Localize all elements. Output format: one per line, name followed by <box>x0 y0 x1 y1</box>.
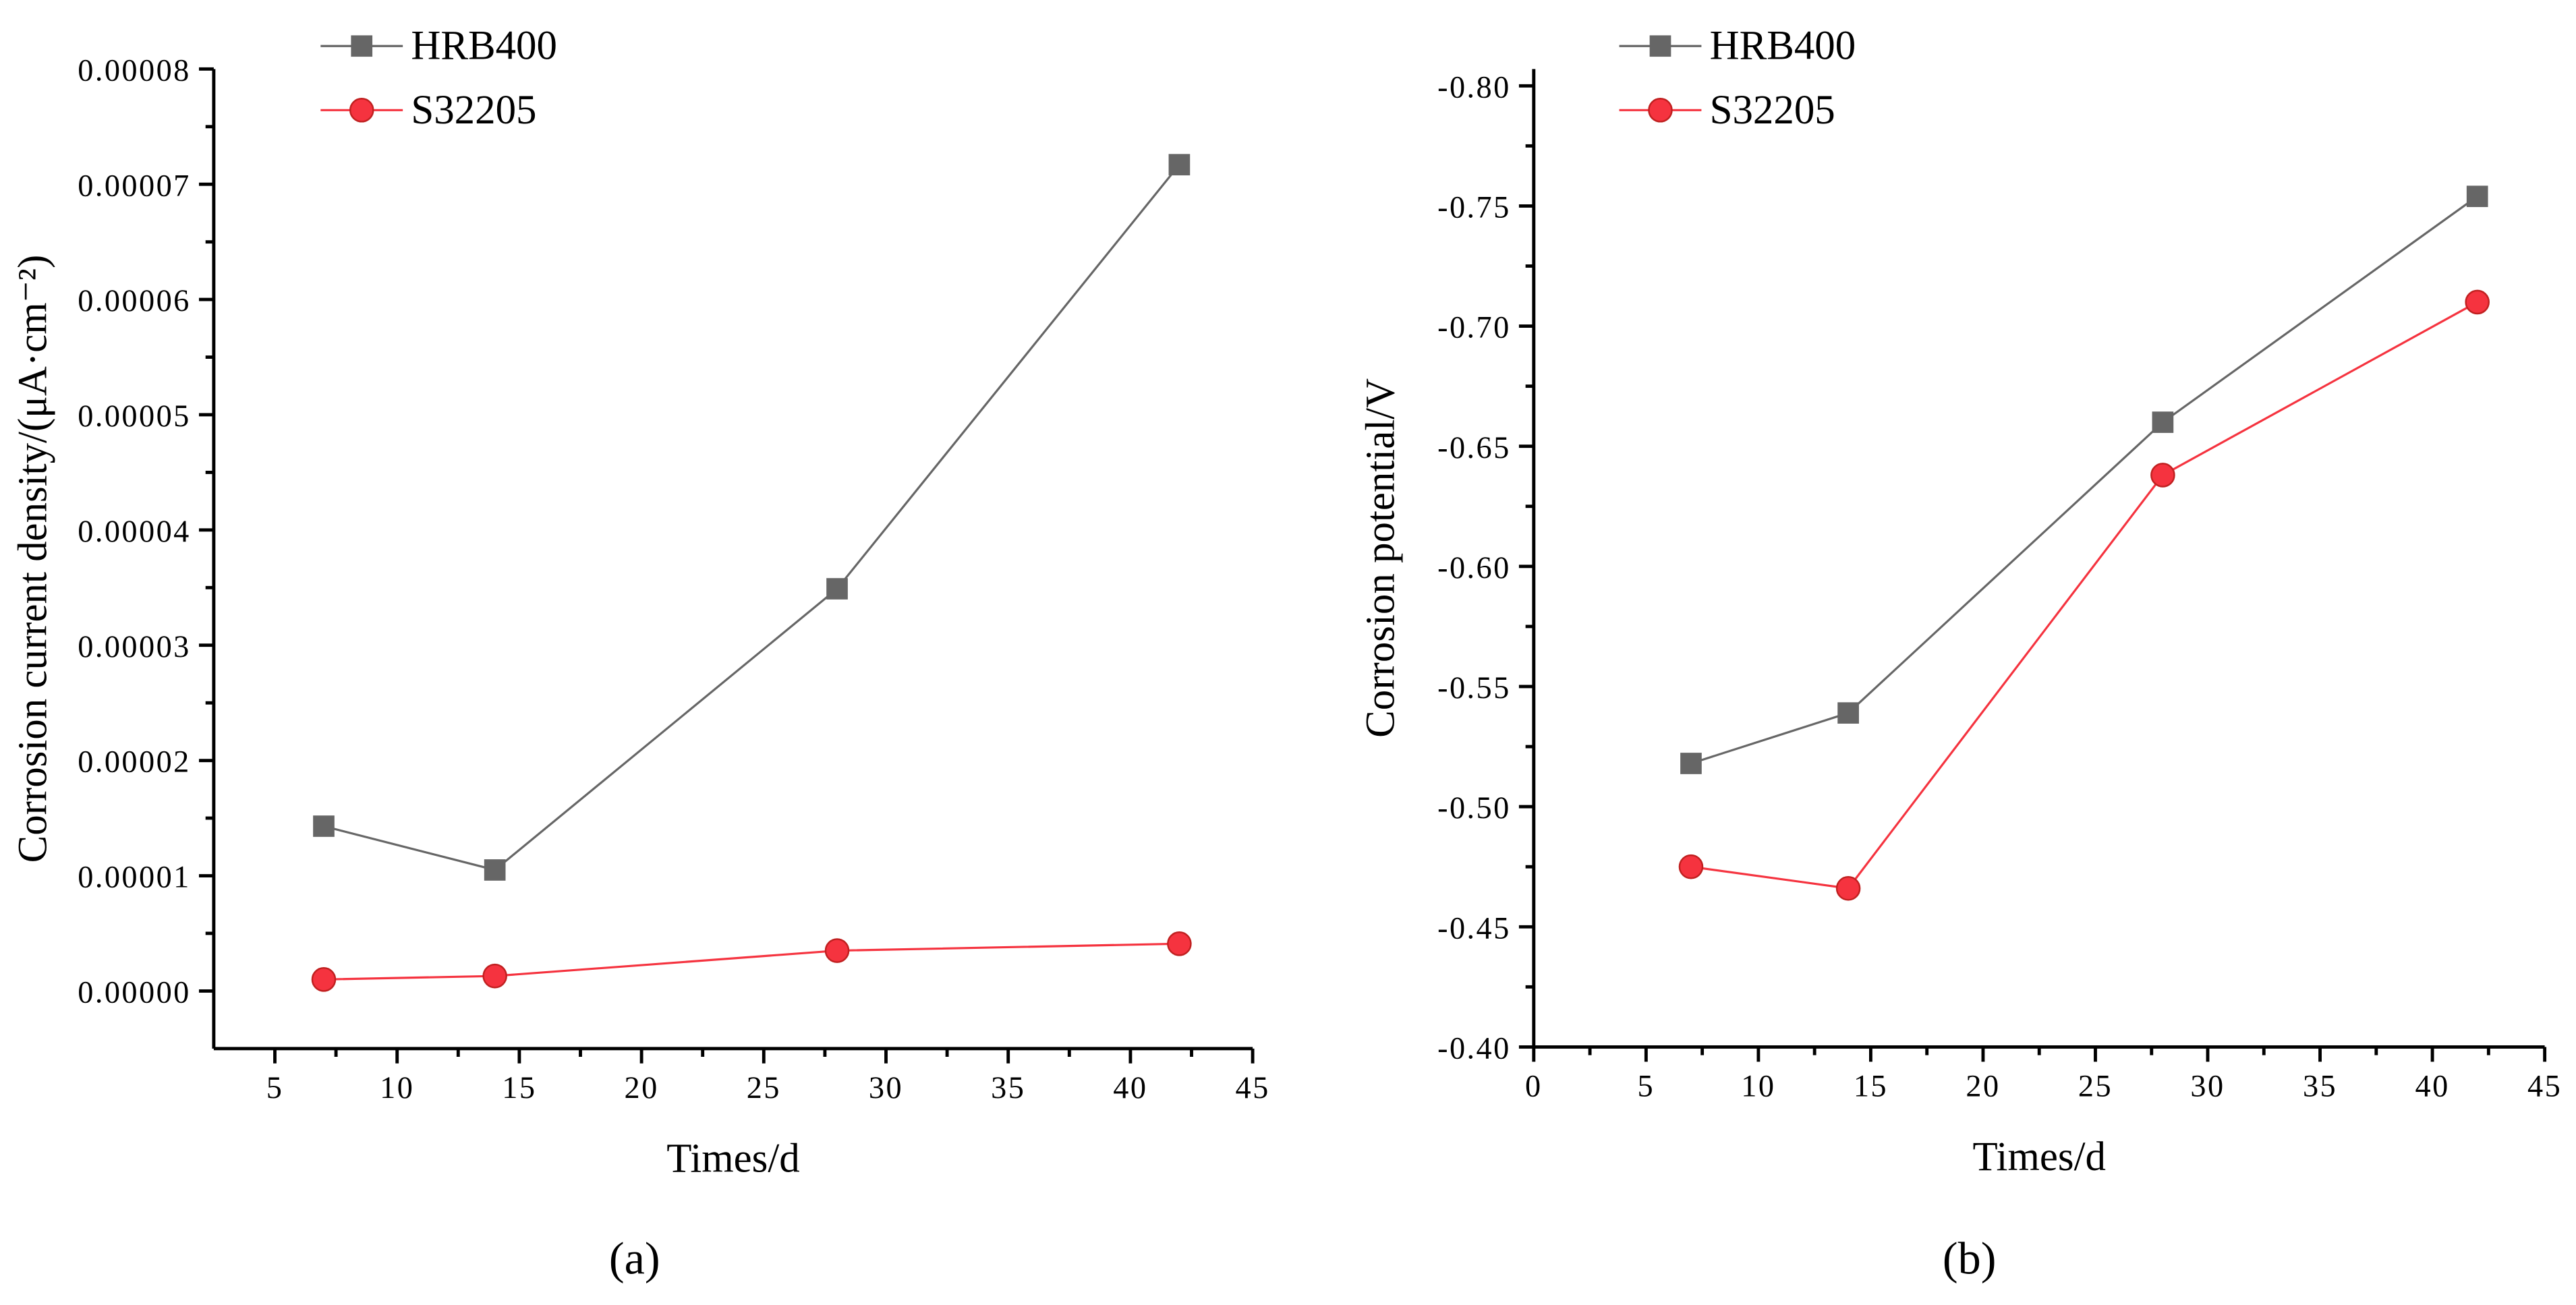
legend-marker <box>1648 98 1673 123</box>
data-point <box>1835 875 1861 901</box>
data-point <box>824 938 850 963</box>
x-tick-label: 30 <box>2190 1069 2225 1103</box>
legend-label: S32205 <box>1710 88 1835 133</box>
legend-marker <box>1649 35 1671 57</box>
y-tick-label: 0.00000 <box>78 975 191 1010</box>
x-tick-label: 45 <box>2527 1069 2562 1103</box>
x-axis-title: Times/d <box>1972 1134 2105 1180</box>
data-point <box>1168 154 1191 176</box>
legend-marker <box>351 35 373 57</box>
y-tick-label: 0.00003 <box>78 630 191 664</box>
y-tick-label: 0.00004 <box>78 515 191 549</box>
x-tick-label: 35 <box>2303 1069 2337 1103</box>
x-axis-title: Times/d <box>666 1136 799 1182</box>
legend-label: HRB400 <box>1710 24 1856 69</box>
data-point <box>2465 289 2490 315</box>
data-point <box>1678 854 1704 879</box>
series-line <box>323 942 1180 981</box>
x-tick-label: 25 <box>747 1071 781 1105</box>
y-tick-label: -0.60 <box>1437 551 1511 585</box>
data-point <box>2466 185 2488 208</box>
x-tick-label: 40 <box>1113 1071 1147 1105</box>
x-tick-label: 40 <box>2415 1069 2449 1103</box>
x-tick-label: 15 <box>502 1071 536 1105</box>
x-tick-label: 25 <box>2078 1069 2113 1103</box>
x-tick-label: 35 <box>991 1071 1025 1105</box>
caption: (a) <box>609 1233 660 1284</box>
series-line <box>1690 195 2478 765</box>
y-tick-label: -0.75 <box>1437 190 1511 225</box>
x-tick-label: 15 <box>1854 1069 1888 1103</box>
x-tick-label: 20 <box>1966 1069 2000 1103</box>
x-tick-label: 20 <box>625 1071 659 1105</box>
series-line <box>323 164 1180 871</box>
y-tick-label: 0.00001 <box>78 861 191 895</box>
y-tick-label: 0.00005 <box>78 399 191 434</box>
y-axis-title: Corrosion potential/V <box>1358 378 1404 738</box>
x-tick-label: 5 <box>1638 1069 1655 1103</box>
data-point <box>1837 702 1859 724</box>
data-point <box>1680 753 1702 774</box>
chart-panel: 0 5 10 15 20 25 30 35 40 45 -0.40 -0.45 -0.50 -0.55 -0… <box>1358 24 2562 1284</box>
chart-panel: 5 10 15 20 25 30 35 40 45 0.00000 0.00001 0.00002 0.… <box>10 24 1270 1284</box>
data-point <box>484 859 506 881</box>
series-line <box>1690 301 2478 890</box>
y-tick-label: -0.65 <box>1437 431 1511 465</box>
y-tick-label: 0.00008 <box>78 53 191 88</box>
legend-marker <box>349 98 374 123</box>
x-tick-label: 10 <box>380 1071 414 1105</box>
x-tick-label: 5 <box>266 1071 284 1105</box>
y-tick-label: -0.55 <box>1437 671 1511 705</box>
data-point <box>1167 931 1192 956</box>
data-point <box>313 815 335 837</box>
x-tick-label: 0 <box>1525 1069 1543 1103</box>
legend-label: HRB400 <box>411 24 557 69</box>
data-point <box>311 967 337 992</box>
y-tick-label: 0.00006 <box>78 284 191 318</box>
y-tick-label: -0.40 <box>1437 1031 1511 1066</box>
data-point <box>482 963 507 989</box>
y-tick-label: -0.50 <box>1437 791 1511 825</box>
y-tick-label: 0.00007 <box>78 169 191 203</box>
x-tick-label: 30 <box>869 1071 903 1105</box>
y-tick-label: -0.70 <box>1437 311 1511 345</box>
legend-label: S32205 <box>411 88 536 133</box>
data-point <box>826 578 848 600</box>
y-tick-label: 0.00002 <box>78 745 191 780</box>
caption: (b) <box>1943 1233 1997 1284</box>
data-point <box>2152 411 2174 433</box>
y-axis-title: Corrosion current density/(μA·cm⁻²) <box>10 255 55 863</box>
x-tick-label: 45 <box>1236 1071 1270 1105</box>
y-tick-label: -0.45 <box>1437 911 1511 946</box>
data-point <box>2150 463 2175 488</box>
x-tick-label: 10 <box>1741 1069 1775 1103</box>
y-tick-label: -0.80 <box>1437 70 1511 105</box>
